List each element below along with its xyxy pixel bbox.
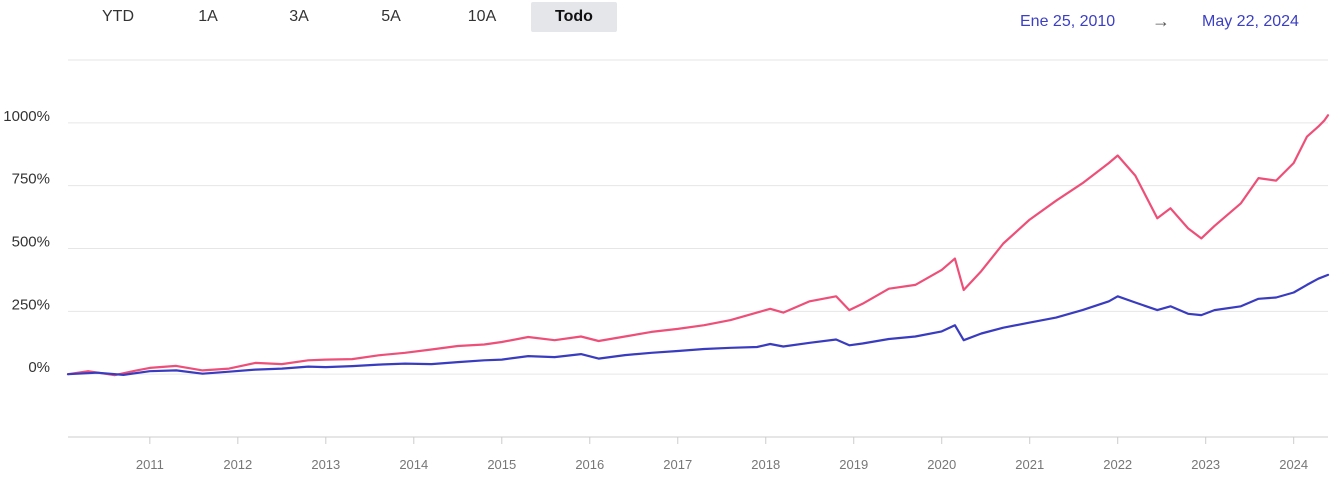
x-tick-label: 2011 xyxy=(136,457,164,472)
x-tick-label: 2018 xyxy=(751,457,780,472)
range-tab-3a[interactable]: 3A xyxy=(289,8,309,25)
x-tick-label: 2024 xyxy=(1279,457,1308,472)
x-tick-label: 2017 xyxy=(663,457,692,472)
range-tab-ytd[interactable]: YTD xyxy=(102,8,134,25)
x-tick-label: 2012 xyxy=(223,457,252,472)
x-tick-label: 2016 xyxy=(575,457,604,472)
range-tab-1a[interactable]: 1A xyxy=(198,8,218,25)
y-tick-label: 750% xyxy=(12,171,50,188)
series-line-2 xyxy=(66,273,1330,376)
y-tick-label: 250% xyxy=(12,296,50,313)
x-tick-label: 2021 xyxy=(1015,457,1044,472)
x-tick-label: 2020 xyxy=(927,457,956,472)
y-tick-label: 1000% xyxy=(3,108,50,125)
x-tick-label: 2023 xyxy=(1191,457,1220,472)
series-line-1 xyxy=(66,114,1330,377)
range-tab-10a[interactable]: 10A xyxy=(467,8,497,25)
date-range-start[interactable]: Ene 25, 2010 xyxy=(1020,13,1116,30)
x-tick-label: 2014 xyxy=(399,457,428,472)
x-tick-label: 2022 xyxy=(1103,457,1132,472)
range-tab-todo[interactable]: Todo xyxy=(531,2,617,32)
x-tick-label: 2019 xyxy=(839,457,868,472)
date-range-arrow: → xyxy=(1152,11,1170,31)
date-range-end[interactable]: May 22, 2024 xyxy=(1202,13,1299,30)
y-tick-label: 0% xyxy=(28,359,50,376)
range-tab-5a[interactable]: 5A xyxy=(381,8,401,25)
x-tick-label: 2013 xyxy=(311,457,340,472)
y-tick-label: 500% xyxy=(12,234,50,251)
x-tick-label: 2015 xyxy=(487,457,516,472)
